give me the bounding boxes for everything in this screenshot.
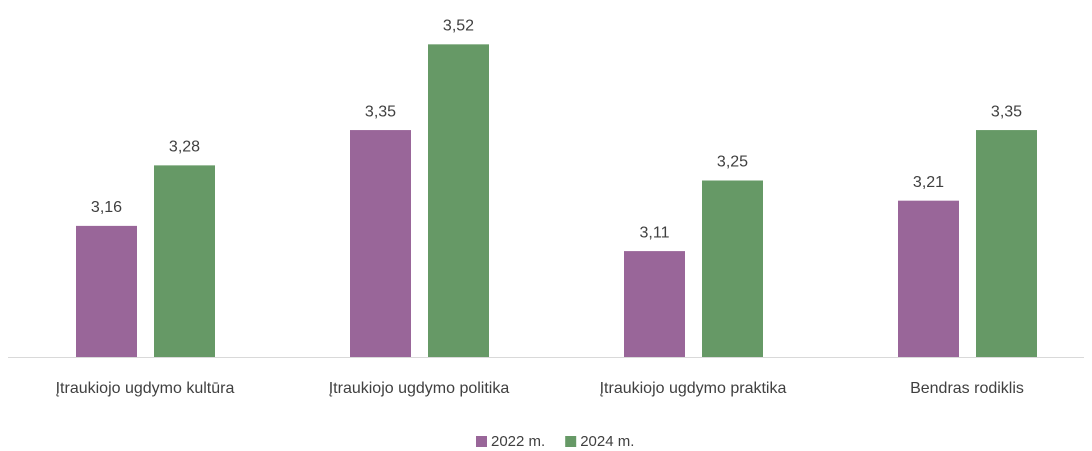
legend-swatch <box>565 436 577 447</box>
bar <box>702 180 763 357</box>
value-label: 3,21 <box>913 174 944 191</box>
value-label: 3,16 <box>91 199 122 216</box>
bar <box>428 44 489 357</box>
value-label: 3,11 <box>640 224 670 241</box>
x-tick-label: Įtraukiojo ugdymo praktika <box>600 380 787 397</box>
legend: 2022 m. 2024 m. <box>476 433 634 450</box>
legend-label: 2022 m. <box>491 433 545 450</box>
bar <box>898 200 959 357</box>
bar <box>154 165 215 357</box>
legend-label: 2024 m. <box>580 433 634 450</box>
legend-swatch <box>476 436 487 447</box>
value-label: 3,28 <box>169 139 200 156</box>
value-label: 3,25 <box>717 154 748 171</box>
bar <box>76 225 137 357</box>
value-label: 3,52 <box>443 18 474 35</box>
x-tick-label: Bendras rodiklis <box>910 380 1024 397</box>
value-label: 3,35 <box>991 103 1022 120</box>
value-label: 3,35 <box>365 103 396 120</box>
bar <box>976 130 1037 357</box>
x-tick-label: Įtraukiojo ugdymo politika <box>329 380 510 397</box>
bar <box>624 251 685 357</box>
bar <box>350 130 411 357</box>
x-tick-label: Įtraukiojo ugdymo kultūra <box>56 380 235 397</box>
